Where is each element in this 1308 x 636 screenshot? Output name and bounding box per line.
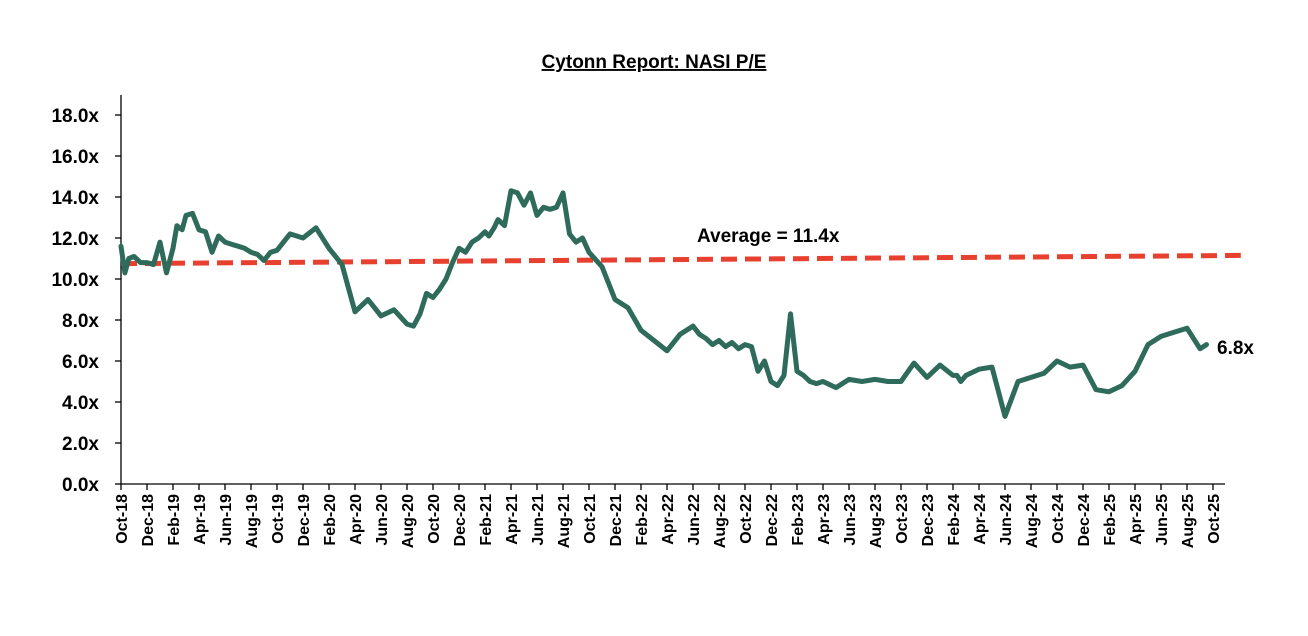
- x-tick-label: Dec-20: [452, 494, 469, 547]
- x-tick-label: Oct-18: [114, 494, 131, 544]
- x-tick-label: Oct-21: [582, 494, 599, 544]
- x-tick-label: Oct-22: [738, 494, 755, 544]
- x-tick-label: Feb-25: [1102, 494, 1119, 546]
- y-tick-label: 12.0x: [51, 229, 99, 250]
- x-tick-label: Jun-21: [530, 494, 547, 546]
- x-axis: Oct-18 Dec-18 Feb-19 Apr-19 Jun-19 Aug-19 Oct-…: [114, 483, 1225, 548]
- x-tick-label: Jun-20: [374, 494, 391, 546]
- series-layer: [118, 188, 1241, 419]
- pe-ratio-line: [118, 188, 1209, 419]
- x-tick-label: Jun-22: [686, 494, 703, 546]
- x-tick-label: Feb-22: [634, 494, 651, 546]
- x-tick-label: Aug-24: [1024, 494, 1041, 548]
- x-tick-label: Feb-23: [790, 494, 807, 546]
- x-tick-label: Apr-21: [504, 494, 521, 545]
- x-tick-label: Aug-23: [868, 494, 885, 548]
- x-tick-label: Dec-21: [608, 494, 625, 547]
- x-tick-label: Jun-19: [218, 494, 235, 546]
- x-tick-label: Aug-22: [712, 494, 729, 548]
- y-tick-label: 0.0x: [62, 475, 99, 496]
- chart-title: Cytonn Report: NASI P/E: [542, 52, 767, 73]
- x-tick-label: Oct-20: [426, 494, 443, 544]
- y-tick-label: 2.0x: [62, 434, 99, 455]
- x-tick-label: Apr-23: [816, 494, 833, 545]
- x-tick-label: Feb-24: [946, 494, 963, 546]
- x-tick-label: Aug-25: [1180, 494, 1197, 548]
- x-tick-label: Apr-20: [348, 494, 365, 545]
- y-tick-label: 14.0x: [51, 188, 99, 209]
- x-tick-label: Feb-21: [478, 494, 495, 546]
- y-tick-label: 18.0x: [51, 106, 99, 127]
- y-tick-label: 6.0x: [62, 352, 99, 373]
- y-tick-label: 4.0x: [62, 393, 99, 414]
- y-tick-label: 8.0x: [62, 311, 99, 332]
- y-tick-label: 10.0x: [51, 270, 99, 291]
- x-tick-label: Oct-24: [1050, 494, 1067, 544]
- x-tick-label: Dec-19: [296, 494, 313, 547]
- x-tick-label: Apr-19: [192, 494, 209, 545]
- x-tick-label: Oct-25: [1206, 494, 1223, 544]
- x-tick-label: Oct-23: [894, 494, 911, 544]
- x-tick-label: Feb-20: [322, 494, 339, 546]
- x-tick-label: Aug-20: [400, 494, 417, 548]
- x-tick-label: Aug-21: [556, 494, 573, 548]
- x-tick-label: Oct-19: [270, 494, 287, 544]
- x-tick-label: Jun-24: [998, 494, 1015, 546]
- y-tick-label: 16.0x: [51, 147, 99, 168]
- x-tick-label: Dec-24: [1076, 494, 1093, 547]
- x-tick-label: Feb-19: [166, 494, 183, 546]
- x-tick-label: Apr-25: [1128, 494, 1145, 545]
- x-tick-label: Jun-25: [1154, 494, 1171, 546]
- average-label: Average = 11.4x: [697, 226, 840, 247]
- x-tick-label: Dec-22: [764, 494, 781, 547]
- last-value-label: 6.8x: [1217, 338, 1254, 359]
- x-tick-label: Apr-24: [972, 494, 989, 545]
- average-line: [120, 252, 1241, 267]
- x-tick-label: Dec-23: [920, 494, 937, 547]
- x-tick-label: Dec-18: [140, 494, 157, 547]
- x-tick-label: Jun-23: [842, 494, 859, 546]
- y-axis: 0.0x 2.0x 4.0x 6.0x 8.0x 10.0x 12.0x 14.0x 16.0x…: [51, 95, 122, 496]
- x-tick-label: Apr-22: [660, 494, 677, 545]
- x-tick-label: Aug-19: [244, 494, 261, 548]
